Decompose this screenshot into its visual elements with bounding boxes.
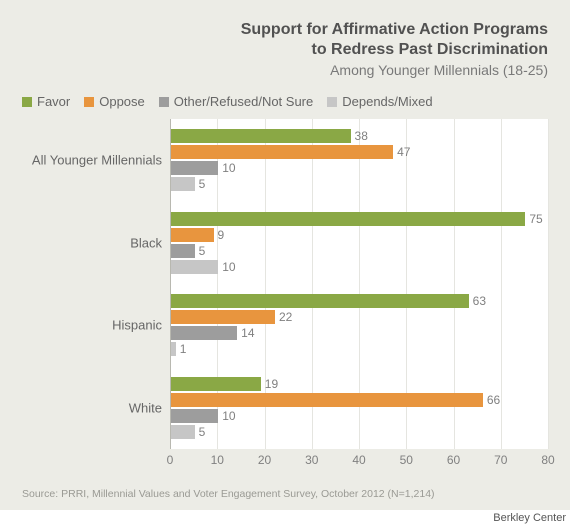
- category-label: Black: [22, 235, 162, 250]
- legend-label: Depends/Mixed: [342, 94, 432, 109]
- x-tick-label: 0: [167, 453, 174, 467]
- x-tick-label: 70: [494, 453, 507, 467]
- x-tick-label: 60: [447, 453, 460, 467]
- bar-value-label: 10: [222, 260, 235, 274]
- x-tick-label: 80: [541, 453, 554, 467]
- bar-oppose: 66: [171, 393, 483, 407]
- category-label: Hispanic: [22, 318, 162, 333]
- legend-label: Other/Refused/Not Sure: [174, 94, 313, 109]
- bar-value-label: 5: [199, 244, 206, 258]
- legend-swatch: [327, 97, 337, 107]
- grid-line: [548, 119, 549, 449]
- bar-group: All Younger Millennials 38 47 10 5: [22, 119, 548, 202]
- x-tick-label: 40: [352, 453, 365, 467]
- bar-value-label: 38: [355, 129, 368, 143]
- bar-favor: 19: [171, 377, 261, 391]
- bar-value-label: 47: [397, 145, 410, 159]
- bar-value-label: 5: [199, 425, 206, 439]
- bar-depends: 5: [171, 425, 195, 439]
- subtitle: Among Younger Millennials (18-25): [22, 62, 548, 78]
- bar-oppose: 9: [171, 228, 214, 242]
- x-tick-label: 10: [211, 453, 224, 467]
- titles-block: Support for Affirmative Action Programs …: [22, 20, 548, 78]
- bar-value-label: 66: [487, 393, 500, 407]
- legend-item: Other/Refused/Not Sure: [159, 94, 313, 109]
- bar-value-label: 5: [199, 177, 206, 191]
- legend-swatch: [84, 97, 94, 107]
- bar-group: Hispanic 63 22 14 1: [22, 284, 548, 367]
- bar-oppose: 47: [171, 145, 393, 159]
- bar-value-label: 19: [265, 377, 278, 391]
- legend-label: Favor: [37, 94, 70, 109]
- bar-oppose: 22: [171, 310, 275, 324]
- bar-group: Black759510: [22, 202, 548, 285]
- bar-value-label: 10: [222, 161, 235, 175]
- bar-value-label: 9: [218, 228, 225, 242]
- bar-depends: 10: [171, 260, 218, 274]
- x-tick-label: 50: [400, 453, 413, 467]
- bar-favor: 75: [171, 212, 525, 226]
- x-tick-label: 30: [305, 453, 318, 467]
- bar-favor: 63: [171, 294, 469, 308]
- legend-swatch: [22, 97, 32, 107]
- legend-item: Favor: [22, 94, 70, 109]
- source-text: Source: PRRI, Millennial Values and Vote…: [22, 488, 435, 500]
- credit-text: Berkley Center: [493, 512, 566, 524]
- category-label: White: [22, 400, 162, 415]
- bar-other: 10: [171, 161, 218, 175]
- bar-value-label: 63: [473, 294, 486, 308]
- bar-value-label: 10: [222, 409, 235, 423]
- legend-item: Oppose: [84, 94, 145, 109]
- bar-other: 10: [171, 409, 218, 423]
- bar-value-label: 75: [529, 212, 542, 226]
- bar-value-label: 1: [180, 342, 187, 356]
- plot: All Younger Millennials3847105Black75951…: [22, 119, 548, 479]
- title-line-2: to Redress Past Discrimination: [22, 40, 548, 60]
- bar-value-label: 14: [241, 326, 254, 340]
- title-line-1: Support for Affirmative Action Programs: [22, 20, 548, 40]
- chart-container: Support for Affirmative Action Programs …: [0, 0, 570, 510]
- bar-depends: 1: [171, 342, 176, 356]
- bar-value-label: 22: [279, 310, 292, 324]
- bar-favor: 38: [171, 129, 351, 143]
- bar-other: 14: [171, 326, 237, 340]
- x-ticks: 01020304050607080: [170, 453, 548, 473]
- x-tick-label: 20: [258, 453, 271, 467]
- legend: Favor Oppose Other/Refused/Not Sure Depends…: [22, 88, 548, 119]
- legend-label: Oppose: [99, 94, 145, 109]
- bar-depends: 5: [171, 177, 195, 191]
- category-label: All Younger Millennials: [22, 153, 162, 168]
- bar-group: White 19 66 10 5: [22, 367, 548, 450]
- legend-item: Depends/Mixed: [327, 94, 432, 109]
- legend-swatch: [159, 97, 169, 107]
- bar-other: 5: [171, 244, 195, 258]
